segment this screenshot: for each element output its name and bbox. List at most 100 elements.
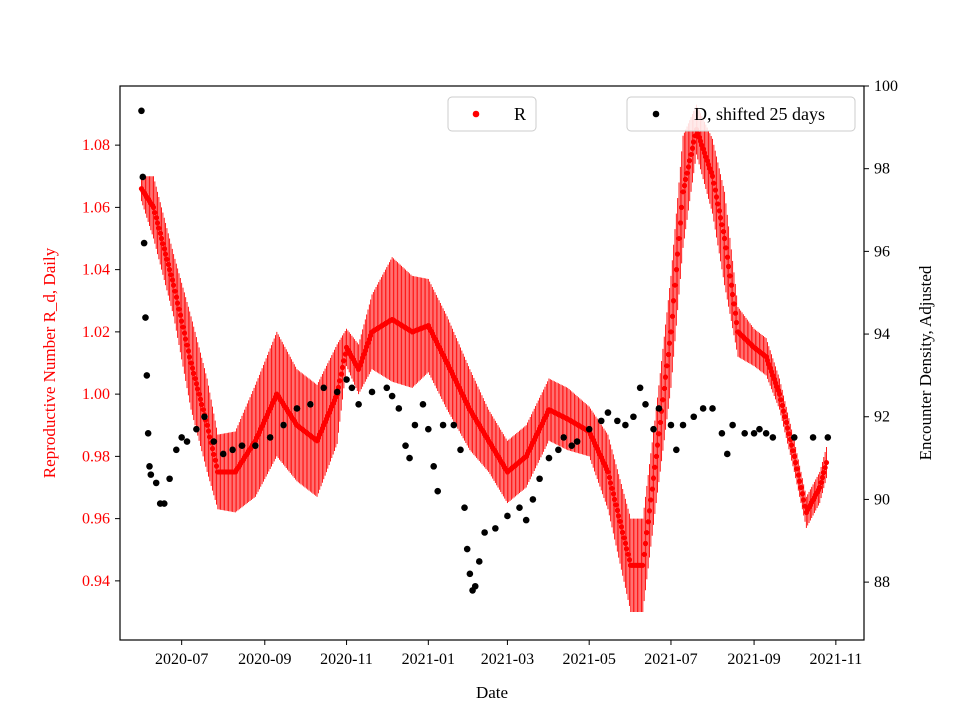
d-point: [219, 450, 227, 458]
left-y-tick-label: 1.00: [82, 386, 110, 403]
r-point: [179, 318, 185, 324]
r-point: [199, 401, 205, 408]
r-point: [153, 215, 159, 221]
d-point: [636, 384, 644, 392]
r-point: [648, 497, 654, 503]
r-point: [660, 397, 666, 403]
d-point: [790, 434, 798, 441]
d-series: [138, 107, 832, 594]
x-tick-label: 2021-09: [727, 651, 780, 668]
d-point: [560, 434, 568, 441]
d-point: [585, 425, 593, 433]
r-point: [150, 204, 157, 210]
r-point: [644, 530, 650, 536]
r-point: [795, 472, 801, 478]
d-point: [348, 384, 356, 392]
r-point: [649, 486, 655, 492]
r-point: [711, 180, 717, 186]
right-y-axis-label: Encounter Density, Adjusted: [916, 265, 935, 460]
d-point: [355, 401, 362, 408]
r-point: [780, 408, 787, 414]
r-point: [650, 475, 657, 481]
d-point: [679, 421, 687, 429]
d-point: [769, 434, 777, 441]
d-point: [555, 446, 562, 454]
r-point: [786, 431, 792, 437]
d-point: [402, 442, 409, 449]
x-axis-label: Date: [476, 683, 508, 702]
r-point: [684, 170, 690, 176]
d-point: [139, 173, 147, 181]
left-y-tick-label: 1.04: [82, 262, 110, 279]
x-tick-label: 2020-11: [320, 651, 373, 668]
x-tick-label: 2020-07: [155, 651, 208, 668]
r-point: [209, 445, 216, 452]
r-point: [167, 267, 173, 273]
r-point: [717, 215, 724, 221]
d-point: [266, 434, 274, 441]
d-point: [614, 417, 621, 425]
r-point: [192, 375, 198, 382]
r-point: [616, 513, 622, 519]
legend-r-marker: [472, 110, 480, 118]
r-point: [180, 324, 186, 330]
r-point: [162, 251, 169, 257]
d-point: [622, 421, 629, 429]
d-point: [604, 409, 612, 416]
r-point: [654, 442, 661, 448]
r-point: [798, 484, 804, 491]
r-point: [657, 419, 663, 426]
r-point: [817, 484, 823, 491]
d-point: [434, 487, 442, 495]
d-point: [333, 388, 341, 396]
d-point: [667, 421, 675, 429]
d-point: [439, 421, 447, 429]
r-point: [618, 524, 624, 530]
d-point: [383, 384, 391, 392]
r-point: [671, 298, 677, 304]
d-point: [809, 434, 817, 441]
r-point: [652, 464, 658, 470]
d-point: [160, 500, 168, 507]
r-point: [173, 294, 179, 300]
d-point: [723, 450, 731, 458]
left-y-tick-label: 1.02: [82, 324, 110, 341]
r-point: [776, 391, 783, 397]
r-point: [642, 540, 649, 547]
r-point: [641, 551, 647, 558]
r-point: [721, 235, 728, 242]
d-point: [343, 376, 350, 383]
r-point: [789, 442, 795, 448]
r-point: [337, 378, 343, 384]
r-point: [801, 497, 807, 503]
d-point: [709, 405, 716, 412]
d-point: [568, 442, 576, 449]
r-point: [621, 535, 627, 541]
d-point: [146, 463, 153, 470]
r-point: [605, 469, 611, 475]
x-tick-label: 2021-05: [563, 651, 616, 668]
r-point: [713, 194, 720, 200]
r-point: [685, 164, 691, 170]
right-y-tick-label: 90: [874, 491, 890, 508]
r-point: [169, 277, 175, 283]
d-point: [144, 429, 152, 437]
d-point: [504, 512, 511, 520]
d-point: [750, 429, 758, 437]
r-point: [645, 519, 651, 525]
r-point: [200, 407, 206, 413]
r-point: [712, 187, 718, 193]
r-point: [614, 507, 620, 513]
r-point: [688, 151, 694, 158]
r-point: [622, 540, 628, 546]
r-point: [818, 479, 824, 486]
r-point: [213, 463, 220, 469]
d-point: [395, 405, 403, 412]
right-y-tick-label: 100: [874, 78, 898, 95]
r-point: [730, 291, 736, 298]
r-point: [617, 518, 623, 524]
right-y-axis: 88 90 92 94 96 98 100: [864, 78, 898, 591]
r-point: [189, 365, 195, 371]
r-point: [689, 145, 696, 151]
